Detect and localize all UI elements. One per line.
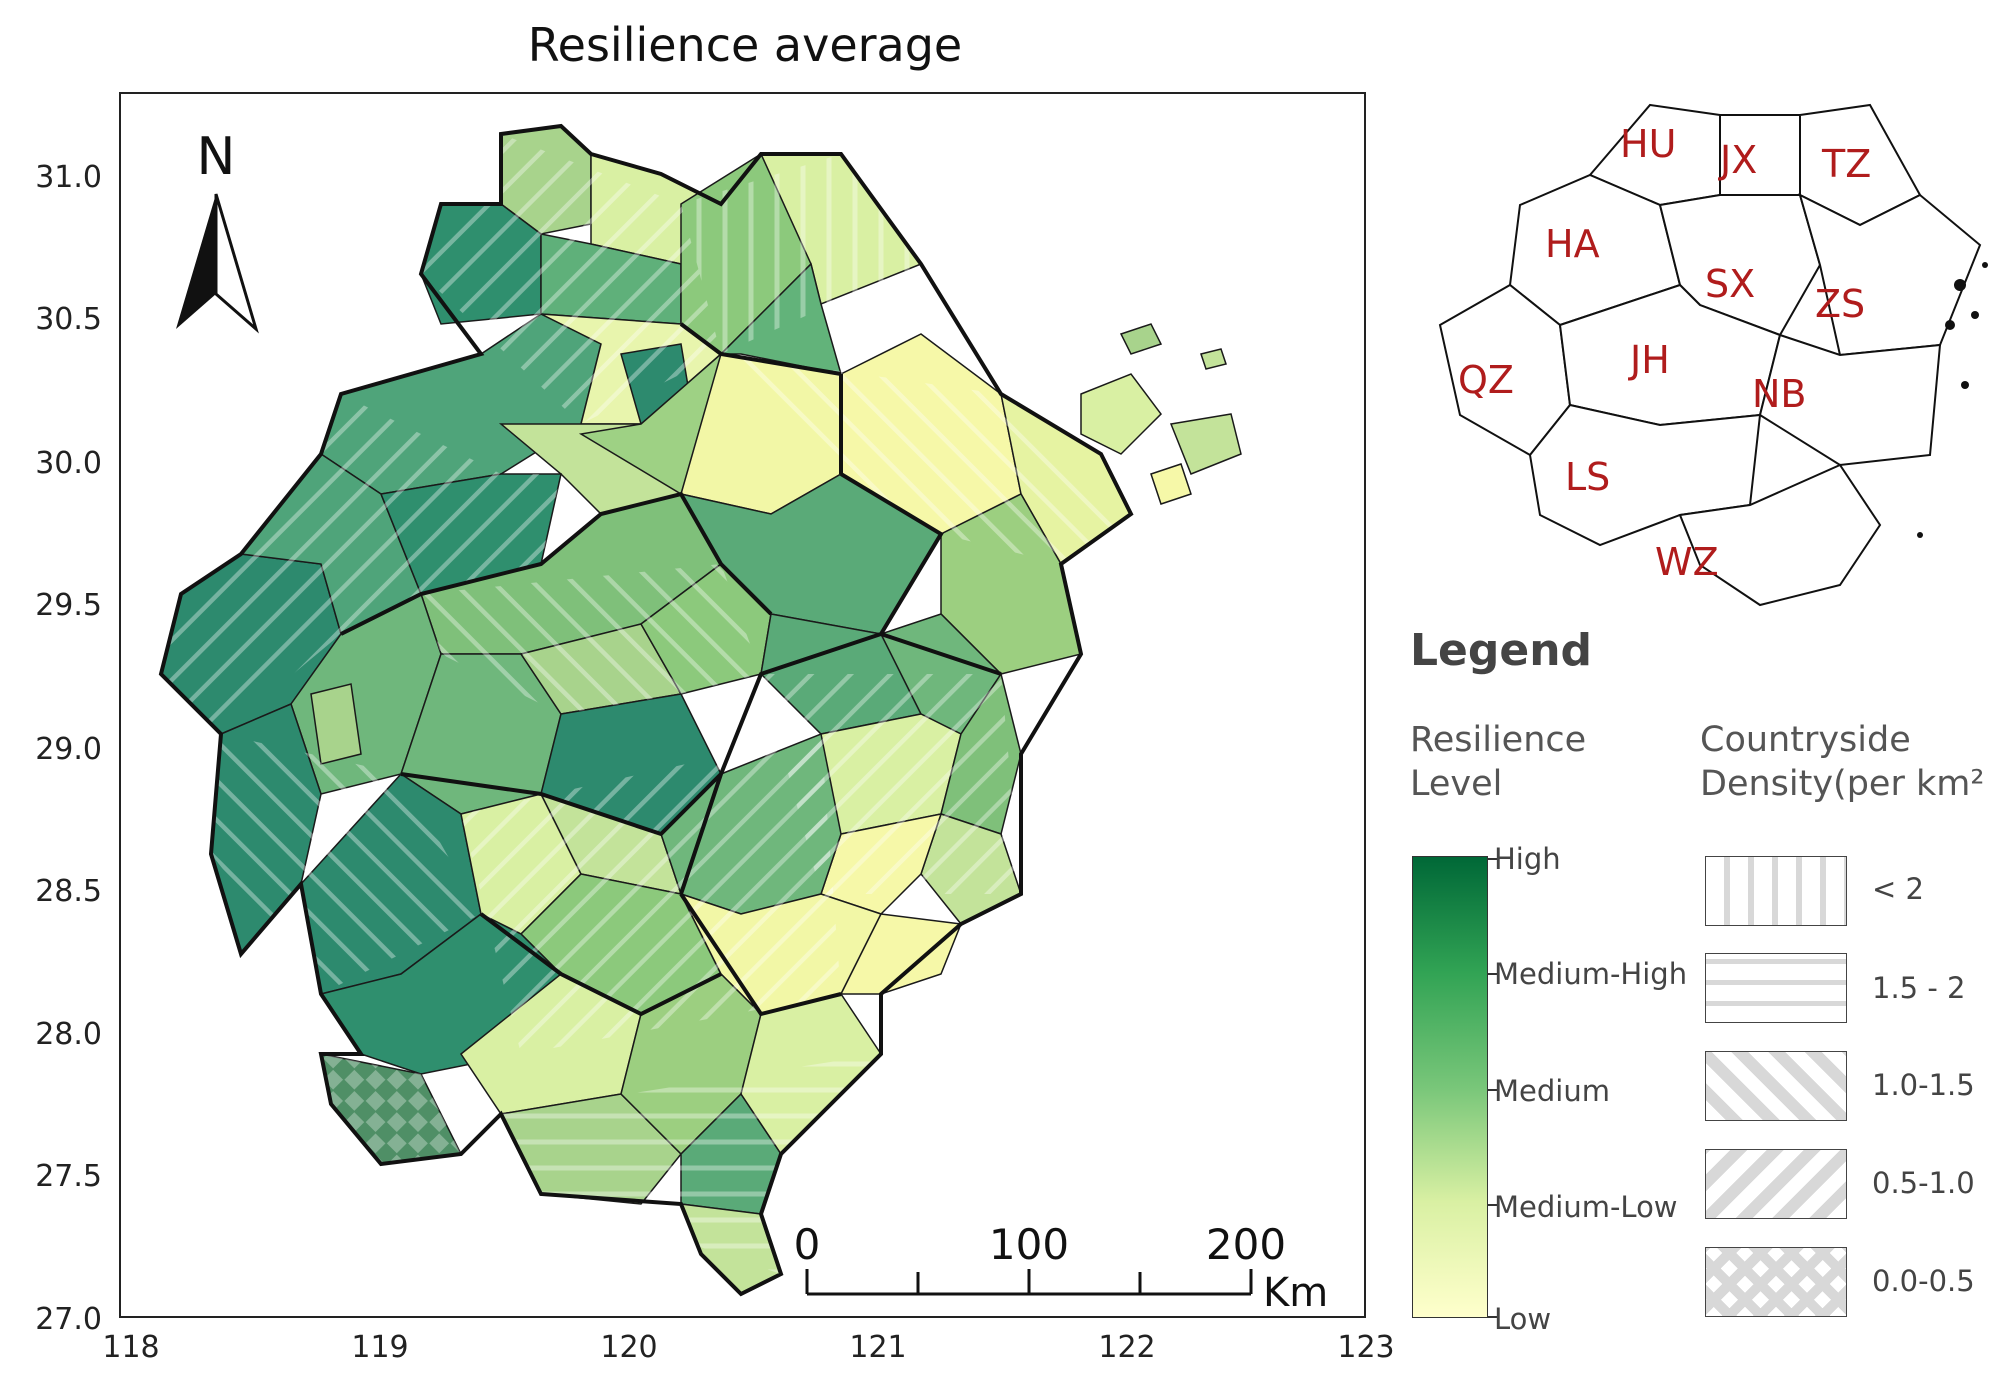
- colorbar-label-high: High: [1494, 842, 1561, 876]
- island-region: [1119, 323, 1163, 355]
- x-tick-label: 121: [849, 1330, 907, 1365]
- density-swatch-diagonal-up: [1705, 1149, 1847, 1219]
- inset-label-tz: TZ: [1822, 142, 1872, 186]
- y-tick-label: 30.0: [35, 446, 102, 481]
- scale-unit: Km: [1263, 1270, 1328, 1316]
- county-region: [420, 203, 542, 325]
- inset-label-jx: JX: [1720, 138, 1758, 182]
- y-tick-label: 27.5: [35, 1159, 102, 1194]
- x-tick-label: 118: [102, 1330, 160, 1365]
- island-region: [1150, 463, 1192, 505]
- inset-city-map: [1438, 103, 1988, 607]
- county-region: [839, 913, 963, 995]
- density-swatch-diagonal-down: [1705, 1051, 1847, 1121]
- north-label: N: [197, 127, 236, 187]
- y-tick-label: 31.0: [35, 160, 102, 195]
- resilience-colorbar: [1412, 856, 1488, 1318]
- island-region: [1080, 373, 1162, 455]
- density-label: 0.5-1.0: [1872, 1166, 1975, 1200]
- island-region: [1200, 348, 1227, 370]
- scale-label-200: 200: [1206, 1220, 1286, 1269]
- x-tick-label: 123: [1337, 1330, 1395, 1365]
- x-tick-label: 120: [600, 1330, 658, 1365]
- inset-label-zs: ZS: [1815, 282, 1866, 326]
- density-heading: Countryside Density(per km²: [1700, 720, 1985, 804]
- inset-islands: [1917, 262, 1988, 538]
- density-label: 0.0-0.5: [1872, 1264, 1975, 1298]
- scale-bar: [805, 1269, 1253, 1296]
- inset-label-hu: HU: [1620, 122, 1677, 166]
- colorbar-label-medium: Medium: [1494, 1074, 1610, 1108]
- colorbar-label-medium-low: Medium-Low: [1494, 1190, 1678, 1224]
- island-region: [1169, 413, 1242, 475]
- inset-label-jh: JH: [1630, 338, 1670, 382]
- main-map-frame: N 0 100 200 Km: [119, 92, 1366, 1318]
- x-tick-label: 119: [351, 1330, 409, 1365]
- y-tick-label: 28.5: [35, 874, 102, 909]
- inset-label-ha: HA: [1545, 222, 1600, 266]
- inset-city-boundaries: [1438, 103, 1982, 607]
- density-label: 1.0-1.5: [1872, 1068, 1975, 1102]
- inset-label-sx: SX: [1705, 262, 1756, 306]
- y-tick-label: 30.5: [35, 302, 102, 337]
- colorbar-label-low: Low: [1494, 1302, 1552, 1336]
- x-tick-label: 122: [1098, 1330, 1156, 1365]
- density-label: < 2: [1872, 872, 1924, 906]
- legend-title: Legend: [1410, 625, 1593, 676]
- density-swatch-horizontal: [1705, 953, 1847, 1023]
- density-swatch-vertical: [1705, 856, 1847, 926]
- inset-label-nb: NB: [1752, 372, 1807, 416]
- scale-label-100: 100: [989, 1220, 1069, 1269]
- y-tick-label: 29.0: [35, 732, 102, 767]
- y-tick-label: 29.5: [35, 588, 102, 623]
- density-swatch-crosshatch: [1705, 1247, 1847, 1317]
- colorbar-label-medium-high: Medium-High: [1494, 957, 1688, 991]
- north-arrow-icon: N: [176, 127, 259, 334]
- county-regions: [160, 125, 1242, 1295]
- zhejiang-resilience-map: N 0 100 200 Km: [158, 123, 1328, 1316]
- inset-label-qz: QZ: [1458, 358, 1514, 402]
- map-title: Resilience average: [527, 18, 963, 72]
- city-boundaries: [158, 123, 1134, 1297]
- density-label: 1.5 - 2: [1872, 971, 1966, 1005]
- y-tick-label: 27.0: [35, 1302, 102, 1337]
- inset-label-wz: WZ: [1655, 540, 1719, 584]
- inset-label-ls: LS: [1565, 455, 1611, 499]
- y-tick-label: 28.0: [35, 1017, 102, 1052]
- scale-label-0: 0: [794, 1220, 821, 1269]
- resilience-level-heading: Resilience Level: [1410, 720, 1587, 804]
